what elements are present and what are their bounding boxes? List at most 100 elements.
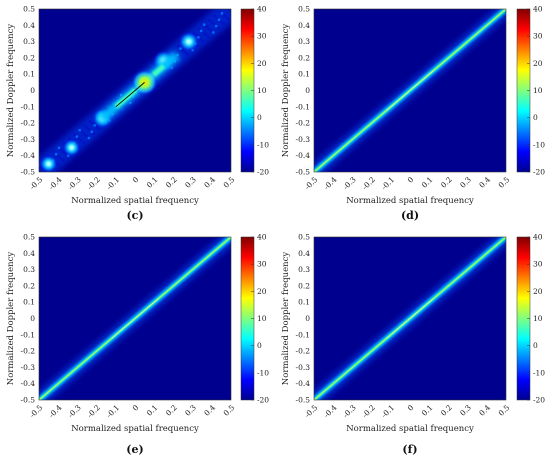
x-tick-label: -0.4 (47, 175, 64, 192)
x-tick-label: -0.1 (105, 403, 122, 420)
y-tick-label: -0.1 (21, 330, 35, 339)
y-tick-label: 0 (30, 86, 35, 95)
speckle-mark (80, 139, 83, 142)
x-tick-label: -0.4 (322, 403, 339, 420)
colorbar-tick-label: 10 (533, 86, 543, 95)
y-tick-label: -0.5 (296, 396, 311, 405)
plot-content (314, 237, 506, 400)
speckle-mark (212, 31, 215, 34)
speckle-mark (113, 114, 117, 118)
speckle-mark (220, 20, 223, 23)
y-tick-label: -0.3 (21, 135, 36, 144)
y-tick-label: 0.2 (298, 281, 310, 290)
plot-content (314, 9, 506, 172)
speckle-mark (92, 132, 96, 135)
speckle-mark (215, 24, 218, 28)
y-tick-label: 0.3 (298, 37, 310, 46)
speckle-mark (83, 124, 87, 128)
colorbar-tick-label: 20 (257, 287, 267, 296)
speckle-mark (205, 25, 208, 28)
speckle-mark (78, 129, 81, 132)
colorbar-tick-label: 0 (257, 341, 262, 350)
colorbar-tick-label: 30 (533, 260, 543, 269)
speckle-mark (88, 120, 92, 123)
x-tick-label: -0.1 (380, 403, 397, 420)
speckle-mark (56, 163, 60, 166)
y-tick-label: 0.1 (298, 70, 310, 79)
speckle-mark (200, 29, 203, 33)
speckle-mark (197, 36, 200, 39)
x-tick-label: 0.3 (458, 403, 473, 418)
speckle-mark (114, 98, 118, 101)
y-tick-label: -0.5 (21, 168, 36, 177)
speckle-mark (179, 47, 182, 50)
speckle-mark (209, 29, 213, 32)
x-tick-label: 0.1 (145, 403, 160, 418)
colorbar-tick-label: 10 (257, 314, 267, 323)
speckle-mark (52, 151, 55, 154)
speckle-mark (215, 16, 218, 20)
speckle-mark (202, 31, 205, 35)
speckle-mark (186, 53, 189, 56)
colorbar-tick-label: 40 (257, 5, 267, 14)
y-tick-label: -0.2 (296, 119, 311, 128)
speckle-mark (59, 156, 62, 160)
x-axis-label: Normalized spatial frequency (346, 196, 474, 206)
colorbar-tick-label: 0 (533, 341, 538, 350)
y-tick-label: 0.2 (298, 53, 310, 62)
peak-mark-3 (178, 31, 199, 52)
speckle-mark (60, 148, 63, 152)
y-tick-label: 0.4 (298, 249, 310, 258)
y-tick-label: 0.3 (298, 265, 310, 274)
x-tick-label: -0.2 (85, 175, 102, 192)
speckle-mark (178, 55, 182, 59)
y-tick-label: 0.2 (23, 53, 35, 62)
y-axis-label: Normalized Doppler frequency (6, 252, 16, 386)
speckle-mark (91, 122, 94, 125)
y-tick-label: 0.3 (23, 37, 35, 46)
speckle-mark (93, 124, 96, 127)
x-tick-label: -0.5 (28, 175, 45, 192)
chart-panel-3: -0.5 -0.4 -0.3 -0.2 -0.1 0 0.1 0.2 0.3 0.4 0.50.50… (281, 233, 545, 455)
speckle-mark (225, 16, 228, 19)
x-axis-label: Normalized spatial frequency (346, 424, 474, 434)
x-tick-label: 0.4 (202, 403, 217, 418)
x-tick-label: -0.5 (28, 403, 45, 420)
colorbar-tick-label: 30 (257, 32, 267, 41)
colorbar-tick-label: -10 (257, 368, 269, 377)
y-tick-label: 0.2 (23, 281, 35, 290)
y-tick-label: -0.5 (21, 396, 36, 405)
colorbar-tick-label: 0 (533, 113, 538, 122)
x-tick-label: 0.1 (420, 403, 435, 418)
speckle-mark (80, 131, 84, 134)
colorbar-tick-label: -20 (533, 396, 545, 405)
y-tick-label: 0.1 (23, 70, 35, 79)
speckle-mark (57, 146, 61, 150)
x-tick-label: 0.3 (458, 175, 473, 190)
colorbar-tick-label: 30 (257, 260, 267, 269)
peak-mark-1 (62, 138, 81, 157)
speckle-mark (98, 128, 101, 131)
x-tick-label: -0.2 (360, 175, 377, 192)
x-tick-label: -0.3 (341, 403, 358, 420)
speckle-mark (171, 49, 175, 53)
y-tick-label: 0.4 (23, 249, 35, 258)
colorbar-tick-label: -20 (257, 396, 269, 405)
y-tick-label: -0.3 (21, 363, 36, 372)
speckle-mark (217, 18, 221, 21)
x-tick-label: 0.2 (439, 403, 454, 418)
speckle-mark (134, 97, 137, 100)
speckle-mark (181, 57, 184, 61)
speckle-mark (46, 172, 48, 174)
speckle-mark (175, 62, 179, 65)
chart-panel-0: -0.5 -0.4 -0.3 -0.2 -0.1 0 0.1 0.2 0.3 0.4 0.50.50… (6, 5, 269, 223)
speckle-mark (183, 51, 187, 54)
colorbar-tick-label: 20 (257, 59, 267, 68)
x-tick-label: -0.2 (360, 403, 377, 420)
x-tick-label: -0.3 (66, 403, 83, 420)
x-tick-label: 0.4 (477, 175, 492, 190)
y-tick-label: 0.5 (23, 5, 35, 14)
speckle-mark (222, 22, 225, 25)
y-tick-label: -0.1 (296, 330, 310, 339)
